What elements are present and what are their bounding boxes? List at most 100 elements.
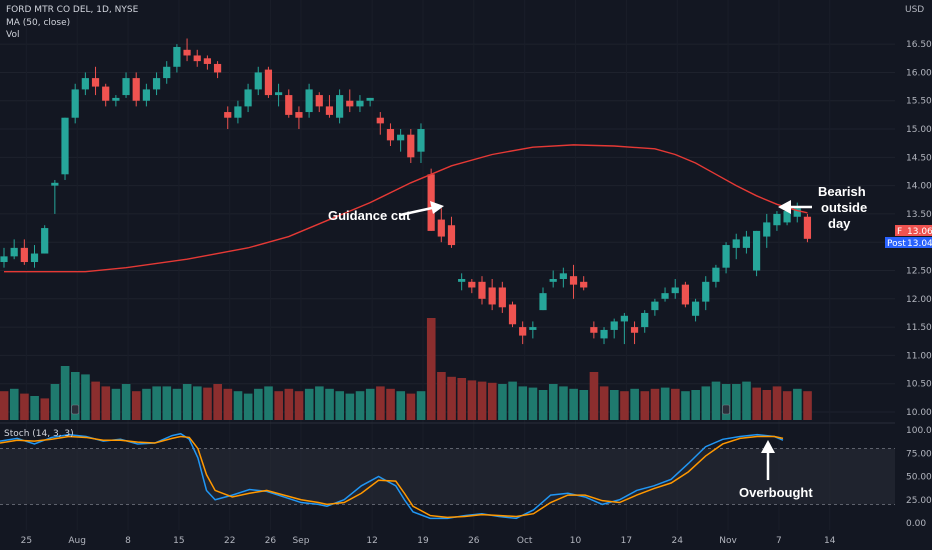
volume-bar <box>0 391 9 420</box>
volume-bar <box>325 388 334 420</box>
candle-body <box>30 253 39 263</box>
price-tick-label: 14.50 <box>906 153 932 163</box>
volume-bar <box>457 378 467 420</box>
guidance-cut-annotation: Guidance cut <box>328 201 444 223</box>
volume-bar <box>671 388 680 420</box>
volume-bar <box>243 393 253 420</box>
candle-body <box>81 78 89 90</box>
candle-body <box>590 327 598 333</box>
candle-body <box>498 287 506 308</box>
price-tick-label: 11.50 <box>906 323 932 333</box>
volume-bar <box>559 386 568 420</box>
last-price-ticker: F <box>897 227 902 237</box>
time-tick-label: 14 <box>824 536 836 546</box>
volume-bar <box>681 391 690 420</box>
candle-body <box>315 95 323 107</box>
stoch-band <box>0 448 895 505</box>
candle-body <box>519 327 527 336</box>
guidance-cut-label: Guidance cut <box>328 208 411 223</box>
volume-bar <box>152 386 161 420</box>
symbol-title[interactable]: FORD MTR CO DEL, 1D, NYSE <box>6 5 139 15</box>
ma-legend[interactable]: MA (50, close) <box>6 18 70 28</box>
volume-bar <box>233 391 243 420</box>
vol-legend[interactable]: Vol <box>6 30 19 40</box>
stoch-tick-label: 75.00 <box>906 449 932 459</box>
candle-body <box>173 46 181 67</box>
earnings-marker[interactable] <box>71 404 79 415</box>
candle-body <box>376 117 384 124</box>
volume-bar <box>81 374 90 420</box>
guidance-arrow <box>399 206 433 217</box>
candle-body <box>356 100 364 107</box>
volume-bar <box>691 390 700 420</box>
last-price-value: 13.06 <box>907 227 932 237</box>
candle-body <box>773 213 781 226</box>
time-tick-label: 17 <box>621 536 632 546</box>
candle-body <box>264 69 273 96</box>
time-axis[interactable]: 25 Aug 8 15 22 26 Sep 12 19 26 Oct 10 17 24 Nov 7 14 <box>21 536 836 546</box>
candle-body <box>580 281 588 288</box>
candle-body <box>691 301 700 316</box>
candle-body <box>91 78 100 87</box>
overbought-label: Overbought <box>739 485 813 500</box>
volume-bar <box>620 391 629 420</box>
candle-body <box>437 219 445 237</box>
volume-bar <box>548 384 558 420</box>
stoch-tick-label: 0.00 <box>906 519 926 529</box>
stoch-legend[interactable]: Stoch (14, 3, 3) <box>4 429 74 439</box>
candle-body <box>305 89 313 113</box>
candle-body <box>610 321 618 330</box>
time-tick-label: 19 <box>417 536 429 546</box>
volume-bar <box>599 386 609 420</box>
volume-bar <box>345 393 355 420</box>
stoch-tick-label: 25.00 <box>906 496 932 506</box>
stoch-axis[interactable]: 100.00 75.00 50.00 25.00 0.00 <box>906 426 932 529</box>
overbought-arrow-head <box>761 440 775 453</box>
volume-bar <box>20 393 29 420</box>
candle-body <box>61 117 69 175</box>
candle-body <box>407 134 415 158</box>
candle-body <box>417 129 425 152</box>
volume-bar <box>711 381 721 420</box>
candle-body <box>803 216 812 239</box>
volume-bar <box>386 388 395 420</box>
candle-body <box>468 281 476 288</box>
stoch-d-line <box>0 435 784 519</box>
volume-bar <box>721 384 731 420</box>
candle-body <box>508 304 517 325</box>
volume-bar <box>610 390 619 420</box>
candle-body <box>478 281 486 299</box>
volume-bar <box>701 386 711 420</box>
candle-body <box>569 276 578 285</box>
candle-body <box>712 267 720 282</box>
candle-body <box>793 208 801 217</box>
volume-bar <box>447 376 456 420</box>
candle-body <box>661 293 669 299</box>
bearish-label-2: outside <box>821 200 867 215</box>
candle-body <box>447 225 456 246</box>
stoch-tick-label: 50.00 <box>906 473 932 483</box>
candle-body <box>254 72 262 90</box>
candle-body <box>600 329 608 339</box>
candle-body <box>51 182 59 186</box>
volume-bar <box>213 384 222 420</box>
candle-body <box>732 239 740 248</box>
candle-body <box>213 63 222 73</box>
candle-body <box>783 211 791 223</box>
candle-body <box>763 222 771 237</box>
volume-bar <box>569 388 578 420</box>
volume-bar <box>579 390 589 420</box>
volume-bars <box>0 318 812 420</box>
candle-body <box>651 301 659 311</box>
volume-bar <box>640 391 650 420</box>
volume-bar <box>772 386 782 420</box>
volume-bar <box>274 391 283 420</box>
time-tick-label: Sep <box>292 536 309 546</box>
last-price-badge <box>895 225 932 236</box>
volume-bar <box>508 381 517 420</box>
volume-bar <box>376 386 385 420</box>
price-tick-label: 12.00 <box>906 295 932 305</box>
earnings-marker[interactable] <box>722 404 730 415</box>
volume-bar <box>437 372 446 420</box>
